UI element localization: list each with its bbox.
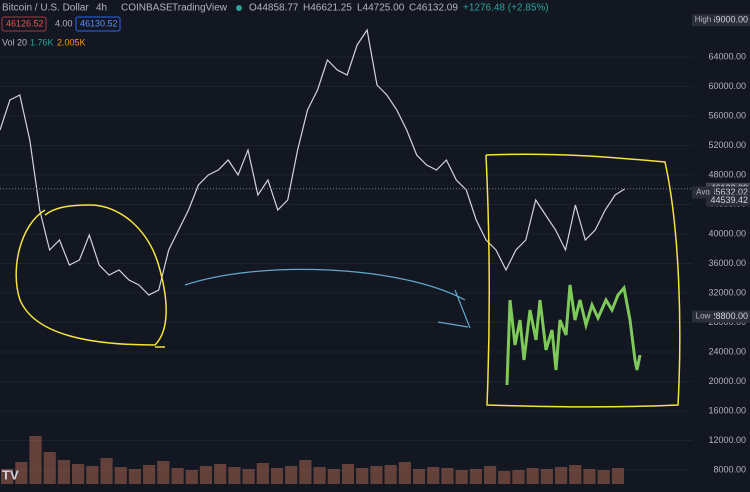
interval: 4h: [96, 3, 107, 14]
volume-bar: [583, 469, 596, 484]
volume-bar: [611, 468, 624, 484]
y-tick-label: 52000.00: [708, 140, 746, 150]
volume-average: 2.005K: [57, 37, 86, 47]
volume-bar: [242, 469, 255, 484]
sell-price[interactable]: 46126.52: [6, 18, 44, 28]
volume-value: 1.76K: [30, 37, 54, 47]
volume-bar: [483, 466, 497, 484]
price-label: 45632.02: [710, 187, 748, 197]
annotation-ellipse: [15, 204, 167, 348]
price-label-bg: [706, 194, 750, 207]
volume-bar: [427, 467, 440, 484]
sell-button[interactable]: [1, 16, 47, 32]
volume-bar: [370, 466, 383, 484]
volume-bar: [398, 462, 411, 484]
volume-bar: [228, 467, 241, 484]
volume-bar: [171, 468, 184, 484]
volume-bar: [412, 469, 426, 484]
y-tick-label: 64000.00: [708, 51, 746, 61]
volume-bar: [313, 467, 326, 484]
volume-bar: [270, 468, 284, 484]
ohlc-open: O44858.77: [249, 3, 299, 14]
volume-bar: [214, 464, 227, 484]
volume-bar: [29, 436, 42, 484]
price-label: 69000.00: [710, 15, 748, 25]
symbol-name: Bitcoin / U.S. Dollar: [2, 3, 89, 14]
plot-area: [0, 28, 692, 484]
marker-tag: High: [695, 15, 711, 24]
y-tick-label: 12000.00: [708, 435, 746, 445]
buy-button[interactable]: [75, 16, 121, 32]
y-tick-label: 60000.00: [708, 81, 746, 91]
annotation-green-line: [505, 284, 642, 386]
y-tick-label: 8000.00: [713, 464, 746, 474]
volume-bar: [597, 470, 610, 484]
volume-bar: [540, 469, 553, 484]
price-label: 28800.00: [710, 311, 748, 321]
y-tick-label: 48000.00: [708, 169, 746, 179]
volume-bar: [185, 470, 198, 484]
volume-bar: [569, 465, 582, 484]
logo: TV: [2, 467, 19, 482]
y-tick-label: 40000.00: [708, 228, 746, 238]
volume-label: Vol 20: [2, 37, 27, 47]
spread: 4.00: [55, 18, 73, 28]
ohlc-high: H46621.25: [303, 3, 352, 14]
volume-bar: [299, 460, 312, 484]
y-tick-label: 20000.00: [708, 376, 746, 386]
y-tick-label: 36000.00: [708, 258, 746, 268]
volume-bar: [1, 469, 14, 484]
annotation-box: [485, 153, 681, 408]
volume-bar: [455, 470, 468, 484]
volume-bar: [285, 466, 298, 484]
annotation-arrow: [184, 268, 471, 329]
ohlc-low: L44725.00: [357, 3, 405, 14]
volume-bar: [199, 466, 213, 484]
volume-bar: [356, 468, 369, 484]
volume-bar: [256, 463, 269, 484]
volume-bar: [157, 461, 170, 484]
marker-tag: Avg: [696, 188, 710, 197]
marker-tag-bg: [692, 310, 714, 323]
status-dot: [236, 5, 242, 11]
volume-bar: [143, 465, 156, 484]
volume-bar: [512, 470, 525, 484]
volume-bar: [469, 469, 482, 484]
buy-price[interactable]: 46130.52: [80, 18, 118, 28]
volume-bar: [128, 469, 142, 484]
source: TradingView: [172, 3, 228, 14]
volume-bar: [114, 467, 127, 484]
y-tick-label: 32000.00: [708, 287, 746, 297]
volume-bar: [554, 467, 568, 484]
y-tick-label: 24000.00: [708, 346, 746, 356]
volume-bar: [100, 458, 113, 484]
volume-bar: [72, 464, 85, 484]
volume-bar: [384, 465, 397, 484]
volume-bar: [341, 464, 355, 484]
price-label-bg: [706, 14, 750, 27]
volume-bar: [43, 452, 56, 484]
ohlc-close: C46132.09: [409, 3, 458, 14]
ohlc-change: +1276.48 (+2.85%): [463, 3, 549, 14]
volume-bar: [441, 468, 454, 484]
volume-bar: [498, 471, 511, 484]
y-tick-label: 56000.00: [708, 110, 746, 120]
price-line: [0, 28, 626, 296]
y-tick-label: 16000.00: [708, 405, 746, 415]
volume-bar: [15, 462, 28, 484]
marker-tag: Low: [696, 312, 711, 321]
volume-bar: [86, 466, 99, 484]
marker-tag-bg: [692, 14, 714, 27]
exchange: COINBASE: [121, 3, 173, 14]
price-label: 44539.42: [710, 195, 748, 205]
price-label-bg: [706, 310, 750, 323]
volume-bar: [327, 469, 340, 484]
volume-bar: [57, 460, 71, 484]
volume-bar: [526, 468, 539, 484]
